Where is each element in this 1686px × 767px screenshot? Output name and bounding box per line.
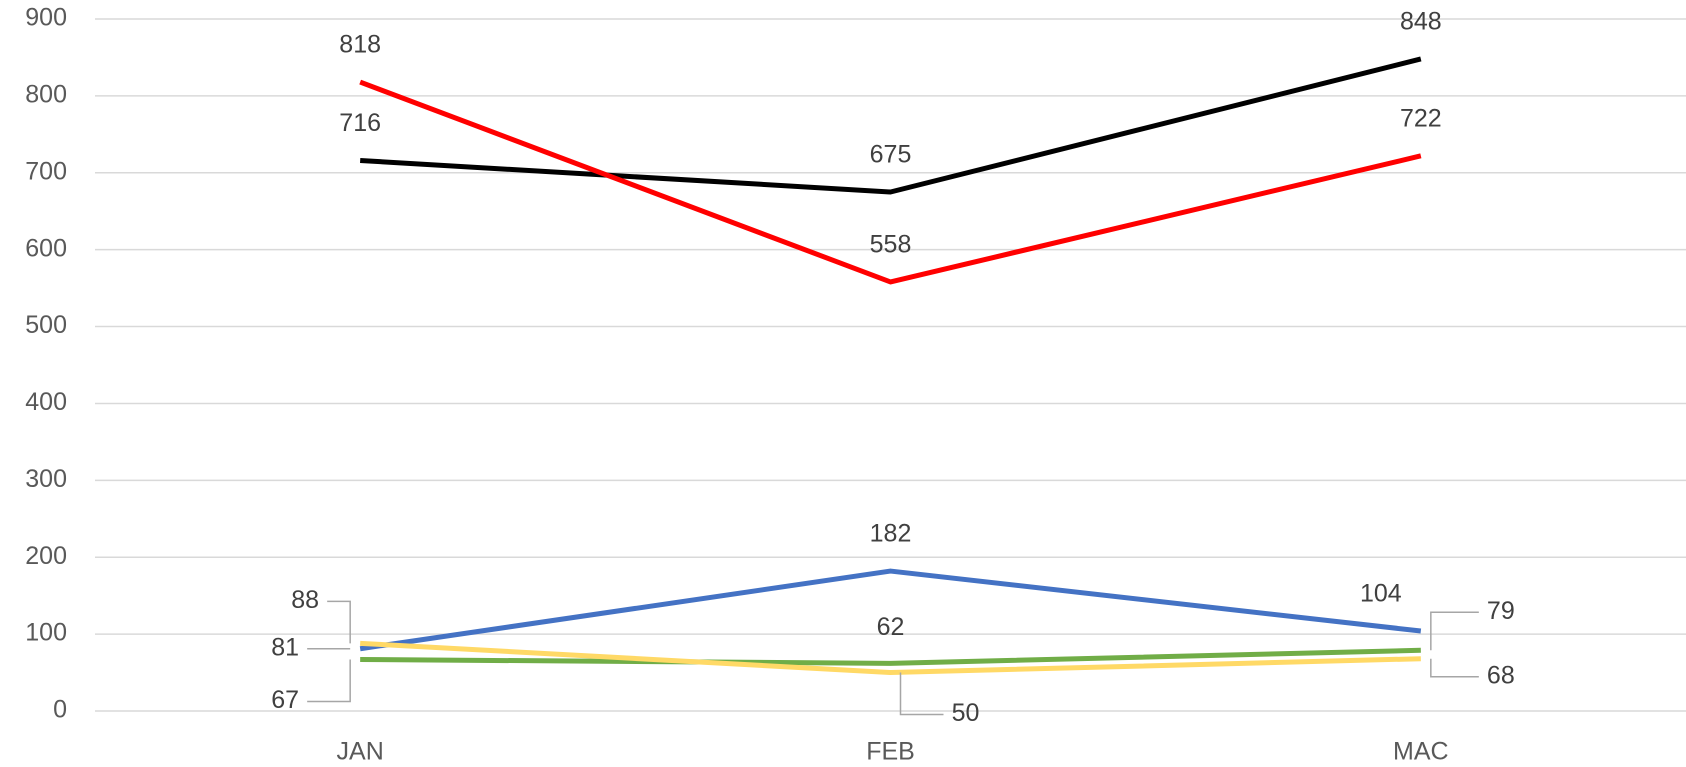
data-label: 62: [877, 613, 905, 641]
data-label: 104: [1360, 580, 1402, 608]
y-tick-label: 700: [25, 157, 67, 185]
y-tick-label: 500: [25, 311, 67, 339]
data-label: 558: [870, 231, 912, 259]
y-tick-label: 400: [25, 388, 67, 416]
y-tick-label: 0: [53, 696, 67, 724]
line-series: [360, 640, 1421, 676]
leader-line: [1430, 658, 1479, 678]
y-tick-label: 200: [25, 542, 67, 570]
line-series: [360, 647, 1421, 666]
data-label: 675: [870, 141, 912, 169]
leader-line: [307, 659, 351, 703]
y-tick-label: 100: [25, 619, 67, 647]
data-label: 79: [1487, 597, 1515, 625]
data-label: 818: [339, 31, 381, 59]
line-series: [359, 79, 1422, 285]
x-tick-label: MAC: [1393, 738, 1449, 766]
data-label: 67: [271, 686, 299, 714]
y-tick-label: 300: [25, 465, 67, 493]
leader-line: [1430, 611, 1479, 651]
data-label: 81: [271, 633, 299, 661]
data-label: 716: [339, 109, 381, 137]
x-tick-label: FEB: [866, 738, 915, 766]
data-label: 722: [1400, 104, 1442, 132]
data-label: 182: [870, 520, 912, 548]
line-series: [359, 568, 1422, 652]
line-series: [360, 56, 1422, 195]
leader-line: [327, 600, 351, 644]
data-label: 68: [1487, 661, 1515, 689]
data-label: 50: [952, 699, 980, 727]
y-tick-label: 800: [25, 80, 67, 108]
y-tick-label: 600: [25, 234, 67, 262]
y-tick-label: 900: [25, 4, 67, 32]
data-label: 848: [1400, 8, 1442, 36]
leader-line: [899, 672, 944, 716]
data-label: 88: [291, 586, 319, 614]
x-tick-label: JAN: [337, 738, 384, 766]
